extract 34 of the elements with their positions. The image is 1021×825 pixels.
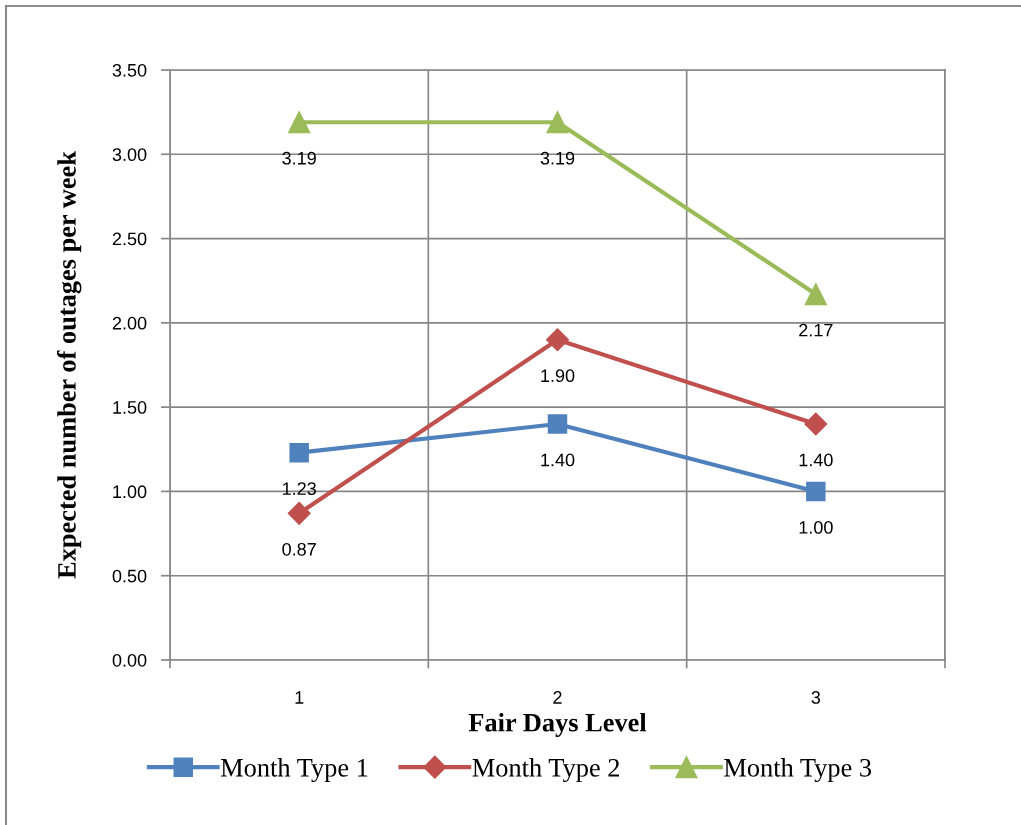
y-tick-label: 3.50 (112, 63, 147, 77)
point (806, 481, 826, 502)
x-tick-label: 2 (553, 691, 562, 704)
point (547, 414, 568, 434)
y-tick-label: 0.50 (112, 569, 147, 583)
y-axis-title: Expected number of outages per week (56, 151, 82, 579)
data-label: 2.17 (799, 323, 833, 337)
point (288, 111, 311, 134)
legend-label: Month Type 3 (724, 758, 872, 783)
data-label: 0.87 (282, 542, 316, 556)
point (289, 442, 309, 463)
data-label: 1.00 (799, 520, 833, 534)
y-tick-label: 0.00 (112, 653, 147, 667)
x-tick-label: 3 (811, 691, 821, 704)
y-tick-label: 2.50 (112, 232, 147, 246)
point (546, 111, 569, 134)
x-axis-title: Fair Days Level (468, 712, 647, 737)
data-label: 3.19 (282, 151, 316, 165)
y-tick-label: 2.00 (112, 316, 147, 330)
data-label: 1.23 (282, 482, 316, 495)
point (546, 328, 569, 352)
y-tick-label: 1.50 (113, 401, 147, 414)
data-label: 1.90 (541, 369, 575, 383)
legend-label: Month Type 2 (472, 758, 620, 783)
data-label: 1.40 (799, 453, 833, 467)
legend-label: Month Type 1 (220, 758, 368, 783)
y-tick-label: 1.00 (113, 485, 147, 499)
point (804, 283, 827, 306)
data-label: 1.40 (541, 453, 575, 467)
data-label: 3.19 (540, 151, 575, 165)
x-tick-label: 1 (295, 691, 304, 704)
y-tick-label: 3.00 (112, 148, 147, 162)
point (287, 501, 311, 525)
point (804, 412, 828, 436)
